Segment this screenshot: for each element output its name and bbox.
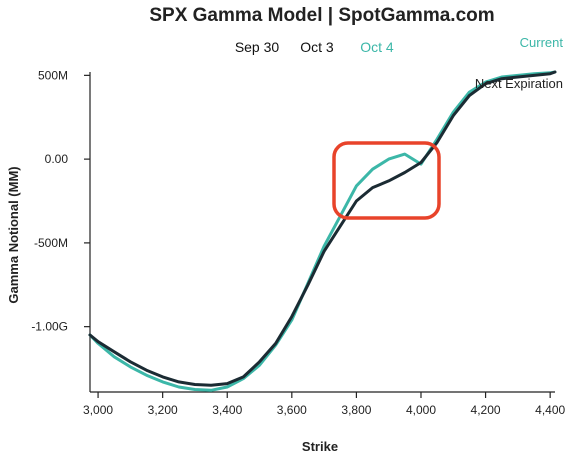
plot-area: 500M 0.00 -500M -1.00G 3,000 3,200 3,400 3,600… xyxy=(31,68,565,417)
legend-current[interactable]: Current xyxy=(520,35,564,50)
x-axis-ticks: 3,000 3,200 3,400 3,600 3,800 4,000 4,200 4,400 xyxy=(83,392,565,417)
x-tick-label: 4,400 xyxy=(535,403,565,417)
x-tick-label: 4,200 xyxy=(471,403,501,417)
y-tick-label: -500M xyxy=(34,236,68,250)
x-tick-label: 3,800 xyxy=(341,403,371,417)
legend-next-expiration[interactable]: Next Expiration xyxy=(475,76,563,91)
x-axis-label: Strike xyxy=(302,439,338,454)
x-tick-label: 3,600 xyxy=(277,403,307,417)
x-tick-label: 3,200 xyxy=(148,403,178,417)
series-layer xyxy=(88,70,557,392)
series-line-next-expiration xyxy=(88,70,557,387)
x-tick-label: 4,000 xyxy=(406,403,436,417)
date-tab-oct4[interactable]: Oct 4 xyxy=(360,39,394,55)
chart-title: SPX Gamma Model | SpotGamma.com xyxy=(149,5,494,26)
series-line-current xyxy=(88,70,557,392)
y-axis-label: Gamma Notional (MM) xyxy=(6,166,21,303)
date-tab-oct3[interactable]: Oct 3 xyxy=(300,39,334,55)
highlight-box xyxy=(332,141,441,220)
y-axis-ticks: 500M 0.00 -500M -1.00G xyxy=(31,68,90,334)
y-tick-label: 500M xyxy=(38,68,68,82)
y-tick-label: -1.00G xyxy=(31,320,68,334)
x-tick-label: 3,000 xyxy=(83,403,113,417)
y-tick-label: 0.00 xyxy=(45,152,69,166)
date-tab-sep30[interactable]: Sep 30 xyxy=(235,39,280,55)
x-tick-label: 3,400 xyxy=(212,403,242,417)
date-selector: Sep 30 Oct 3 Oct 4 xyxy=(235,39,394,55)
